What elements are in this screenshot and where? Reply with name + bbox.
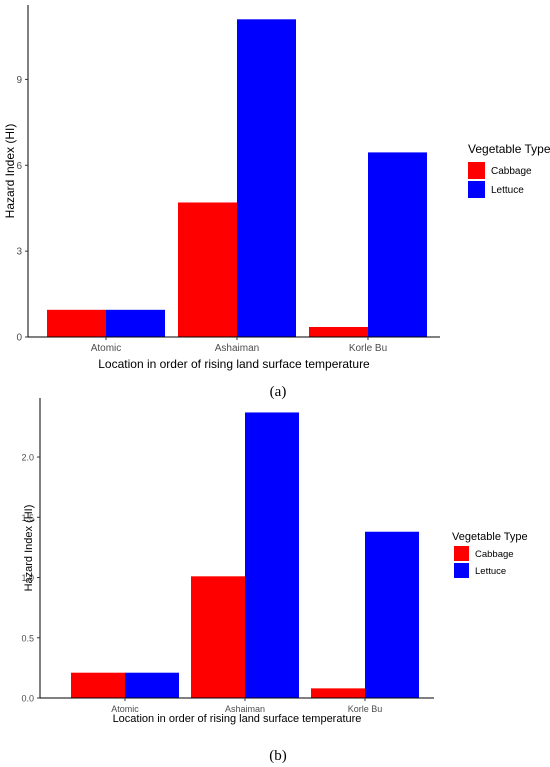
bar-lettuce-korle-bu (365, 531, 419, 698)
x-tick-label: Ashaiman (225, 704, 265, 714)
chart-a-y-ticks: 0 3 6 9 (16, 75, 28, 344)
bar-cabbage-atomic (71, 672, 125, 698)
chart-a-legend-title: Vegetable Type (468, 142, 550, 156)
chart-a-legend-swatch-cabbage (468, 162, 485, 179)
chart-a-x-ticks: Atomic Ashaiman Korle Bu (91, 337, 387, 354)
chart-b-x-ticks: Atomic Ashaiman Korle Bu (111, 698, 382, 714)
chart-b-x-axis-label: Location in order of rising land surface… (113, 713, 362, 725)
chart-b-legend-label-cabbage: Cabbage (475, 549, 514, 560)
x-tick-label: Atomic (91, 343, 122, 354)
chart-b-caption: (b) (269, 748, 287, 764)
y-tick-label: 1.0 (21, 573, 34, 583)
chart-b-legend-title: Vegetable Type (452, 531, 528, 543)
y-tick-label: 2.0 (21, 453, 34, 463)
bar-cabbage-ashaiman (178, 202, 237, 337)
chart-b-legend-label-lettuce: Lettuce (475, 566, 506, 577)
chart-b-y-ticks: 0.0 0.5 1.0 1.5 2.0 (21, 453, 40, 704)
chart-a-bars (47, 19, 427, 338)
y-tick-label: 3 (16, 247, 22, 258)
chart-a-x-axis-label: Location in order of rising land surface… (98, 357, 370, 371)
x-tick-label: Ashaiman (215, 343, 259, 354)
chart-a-legend-swatch-lettuce (468, 181, 485, 198)
y-tick-label: 0 (16, 333, 22, 344)
chart-a-legend-label-lettuce: Lettuce (491, 185, 524, 196)
bar-lettuce-atomic (125, 672, 179, 698)
x-tick-label: Korle Bu (349, 343, 387, 354)
y-tick-label: 0.0 (21, 694, 34, 704)
bar-lettuce-ashaiman (245, 412, 299, 698)
y-tick-label: 9 (16, 75, 22, 86)
bar-cabbage-ashaiman (191, 576, 245, 698)
chart-a: 0 3 6 9 Atomic Ashaiman Korle Bu Location in … (3, 5, 550, 400)
chart-b-legend: Vegetable Type Cabbage Lettuce (452, 531, 528, 578)
chart-b-legend-swatch-cabbage (454, 546, 469, 561)
x-tick-label: Korle Bu (348, 704, 383, 714)
chart-b-legend-swatch-lettuce (454, 563, 469, 578)
bar-cabbage-korle-bu (309, 326, 368, 337)
chart-a-y-axis-label: Hazard Index (HI) (3, 124, 17, 219)
chart-b: 0.0 0.5 1.0 1.5 2.0 Atomic Ashaiman Korle Bu L… (21, 398, 528, 764)
x-tick-label: Atomic (111, 704, 139, 714)
bar-lettuce-ashaiman (237, 19, 296, 338)
y-tick-label: 1.5 (21, 513, 34, 523)
chart-a-legend: Vegetable Type Cabbage Lettuce (468, 142, 550, 198)
bar-cabbage-korle-bu (311, 688, 365, 698)
y-tick-label: 6 (16, 161, 22, 172)
y-tick-label: 0.5 (21, 633, 34, 643)
bar-cabbage-atomic (47, 309, 106, 337)
chart-b-y-axis-label: Hazard Index (HI) (23, 505, 35, 592)
bar-lettuce-korle-bu (368, 152, 427, 337)
bar-lettuce-atomic (106, 309, 165, 337)
chart-a-caption: (a) (270, 384, 287, 400)
chart-a-legend-label-cabbage: Cabbage (491, 166, 532, 177)
chart-b-bars (71, 412, 419, 698)
